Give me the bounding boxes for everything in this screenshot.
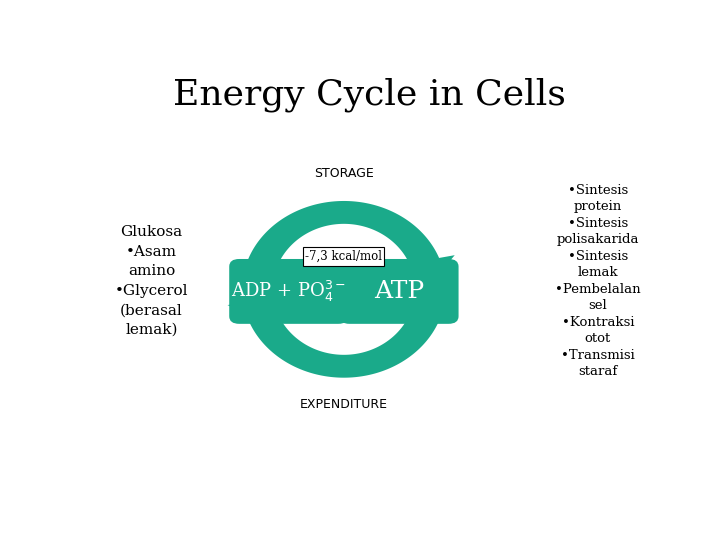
Text: STORAGE: STORAGE xyxy=(314,167,374,180)
Polygon shape xyxy=(395,255,455,283)
Text: EXPENDITURE: EXPENDITURE xyxy=(300,398,388,411)
Text: •Sintesis
protein
•Sintesis
polisakarida
•Sintesis
lemak
•Pembelalan
sel
•Kontra: •Sintesis protein •Sintesis polisakarida… xyxy=(555,184,641,378)
Text: Glukosa
•Asam
amino
•Glycerol
(berasal
lemak): Glukosa •Asam amino •Glycerol (berasal l… xyxy=(114,225,188,337)
Polygon shape xyxy=(244,201,442,276)
FancyBboxPatch shape xyxy=(229,259,348,324)
FancyBboxPatch shape xyxy=(303,246,384,266)
Polygon shape xyxy=(228,295,288,323)
Text: ATP: ATP xyxy=(374,280,424,303)
Text: Energy Cycle in Cells: Energy Cycle in Cells xyxy=(173,77,565,112)
Text: -7,3 kcal/mol: -7,3 kcal/mol xyxy=(305,250,382,263)
Polygon shape xyxy=(246,306,442,377)
FancyBboxPatch shape xyxy=(339,259,459,324)
Text: ADP + PO$_4^{3-}$: ADP + PO$_4^{3-}$ xyxy=(231,279,346,304)
